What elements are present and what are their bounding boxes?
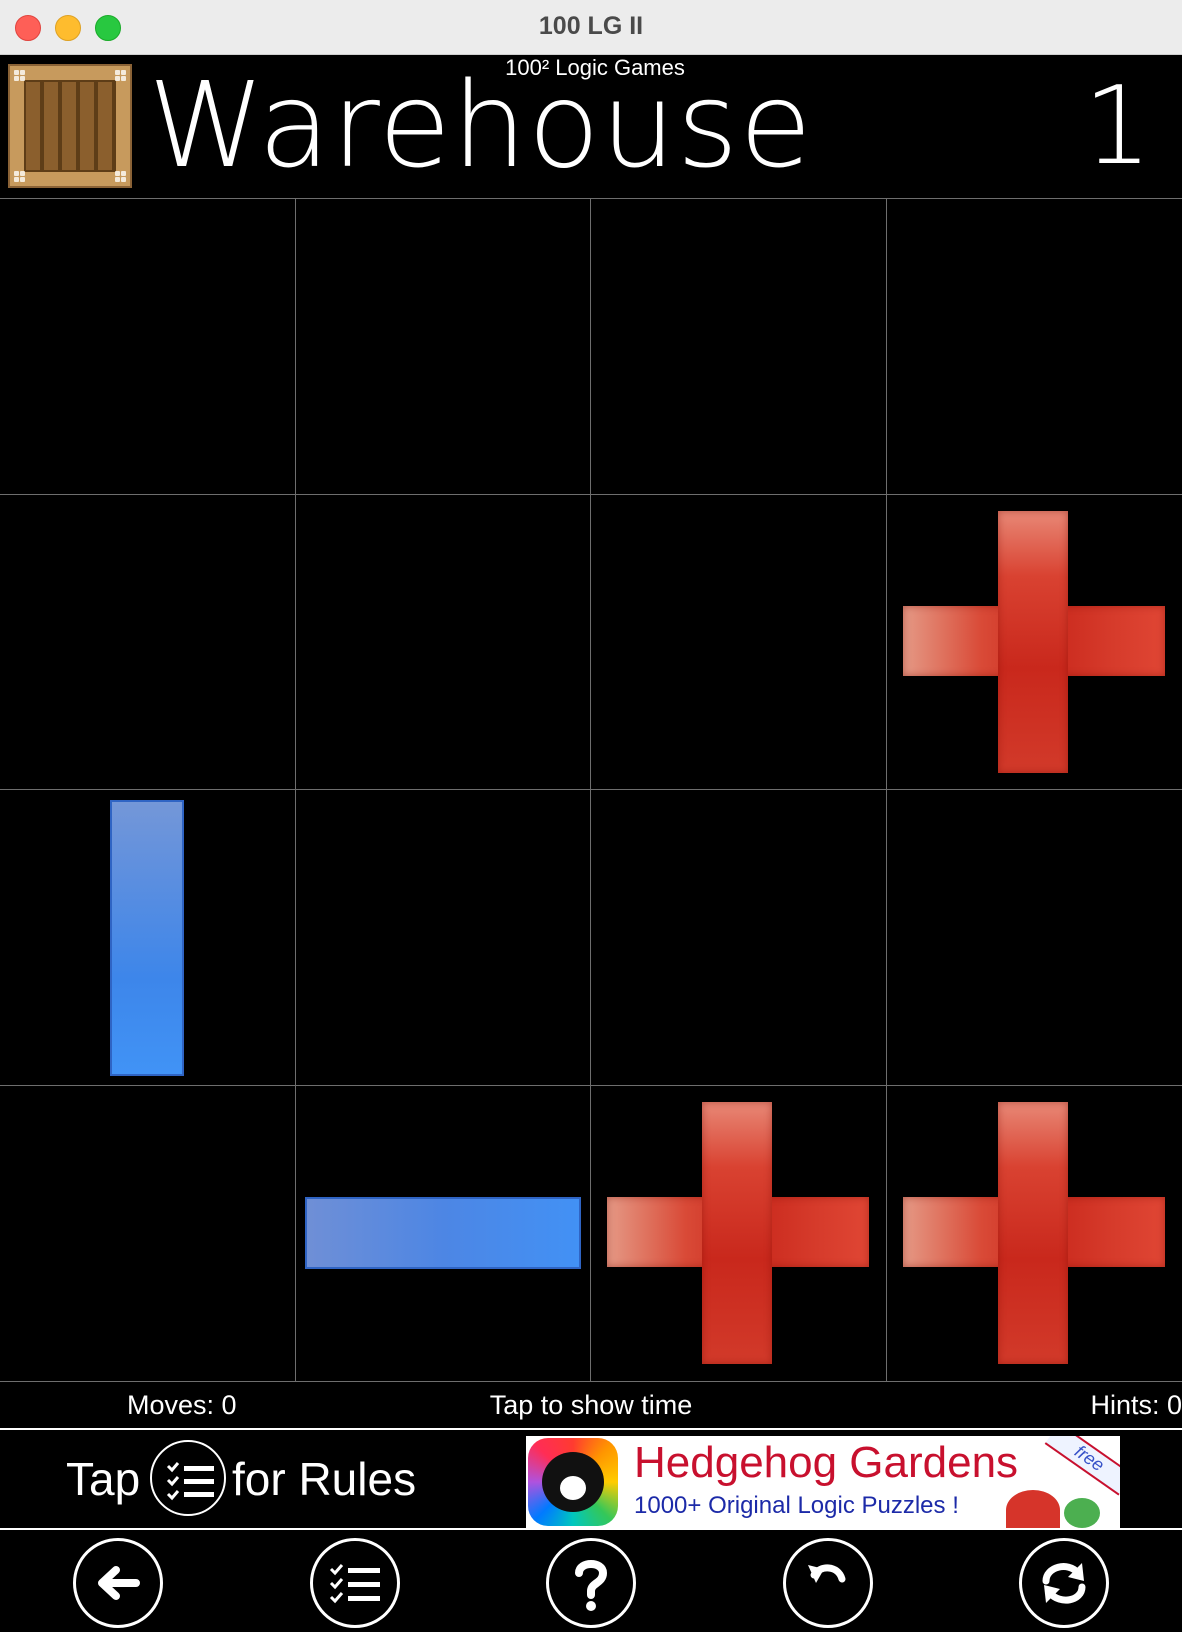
window-title: 100 LG II	[538, 12, 644, 40]
board-cell-r4c3[interactable]	[591, 1085, 887, 1381]
board-cell-r3c3[interactable]	[591, 790, 887, 1086]
board-cell-r1c4[interactable]	[886, 199, 1182, 495]
board-cell-r1c3[interactable]	[591, 199, 887, 495]
board-cell-r2c2[interactable]	[295, 494, 591, 790]
rules-button[interactable]	[310, 1538, 400, 1628]
help-button[interactable]	[546, 1538, 636, 1628]
game-header: 100² Logic Games Warehouse 1	[0, 55, 1182, 199]
clover-icon	[1064, 1498, 1100, 1528]
ad-subtitle: 1000+ Original Logic Puzzles !	[634, 1492, 959, 1519]
free-ribbon: free	[1044, 1436, 1120, 1496]
hedgehog-gardens-ad[interactable]: Hedgehog Gardens 1000+ Original Logic Pu…	[526, 1436, 1120, 1528]
board-cell-r2c1[interactable]	[0, 494, 296, 790]
zoom-window-button[interactable]	[95, 15, 121, 41]
suite-title: 100² Logic Games	[505, 55, 685, 80]
board-cell-r3c2[interactable]	[295, 790, 591, 1086]
board-cell-r1c1[interactable]	[0, 199, 296, 495]
level-number: 1	[1083, 64, 1152, 189]
bottom-toolbar	[0, 1530, 1182, 1632]
game-title: Warehouse	[148, 56, 813, 194]
undo-icon	[808, 1564, 846, 1583]
red-plus-piece[interactable]	[607, 1101, 869, 1364]
back-arrow-icon	[98, 1566, 140, 1600]
board-cell-r4c4[interactable]	[886, 1085, 1182, 1381]
board-cell-r1c2[interactable]	[295, 199, 591, 495]
board-cell-r2c4[interactable]	[886, 494, 1182, 790]
minimize-window-button[interactable]	[55, 15, 81, 41]
red-plus-piece[interactable]	[902, 1101, 1165, 1364]
hedgehog-app-icon	[528, 1438, 618, 1526]
board-cell-r3c4[interactable]	[886, 790, 1182, 1086]
restart-button[interactable]	[1019, 1538, 1109, 1628]
hints-counter: Hints: 0	[1090, 1390, 1182, 1420]
board-cell-r2c3[interactable]	[591, 494, 887, 790]
close-window-button[interactable]	[15, 15, 41, 41]
mushroom-icon	[1006, 1490, 1060, 1528]
rules-list-icon	[329, 1564, 380, 1604]
help-question-icon	[575, 1560, 608, 1611]
status-bar: Moves: 0 Tap to show time Hints: 0	[0, 1384, 1182, 1428]
banner-bar: Tap for Rules Hedgehog Gardens 1000+ Ori…	[0, 1428, 1182, 1530]
window-titlebar: 100 LG II	[0, 0, 1182, 55]
undo-button[interactable]	[783, 1538, 873, 1628]
moves-counter: Moves: 0	[127, 1390, 237, 1420]
restart-icon	[1042, 1563, 1086, 1604]
blue-horizontal-bar-piece[interactable]	[304, 1196, 581, 1269]
puzzle-board	[0, 198, 1182, 1382]
rules-list-icon	[150, 1440, 226, 1516]
red-plus-piece[interactable]	[902, 510, 1165, 773]
board-cell-r3c1[interactable]	[0, 790, 296, 1086]
board-cell-r4c2[interactable]	[295, 1085, 591, 1381]
for-rules-label: for Rules	[232, 1453, 417, 1505]
ad-title: Hedgehog Gardens	[634, 1438, 1019, 1487]
show-time-toggle[interactable]: Tap to show time	[489, 1390, 693, 1420]
board-cell-r4c1[interactable]	[0, 1085, 296, 1381]
back-button[interactable]	[73, 1538, 163, 1628]
blue-vertical-bar-piece[interactable]	[110, 800, 184, 1076]
crate-icon	[8, 64, 132, 188]
tap-label: Tap	[66, 1453, 141, 1505]
